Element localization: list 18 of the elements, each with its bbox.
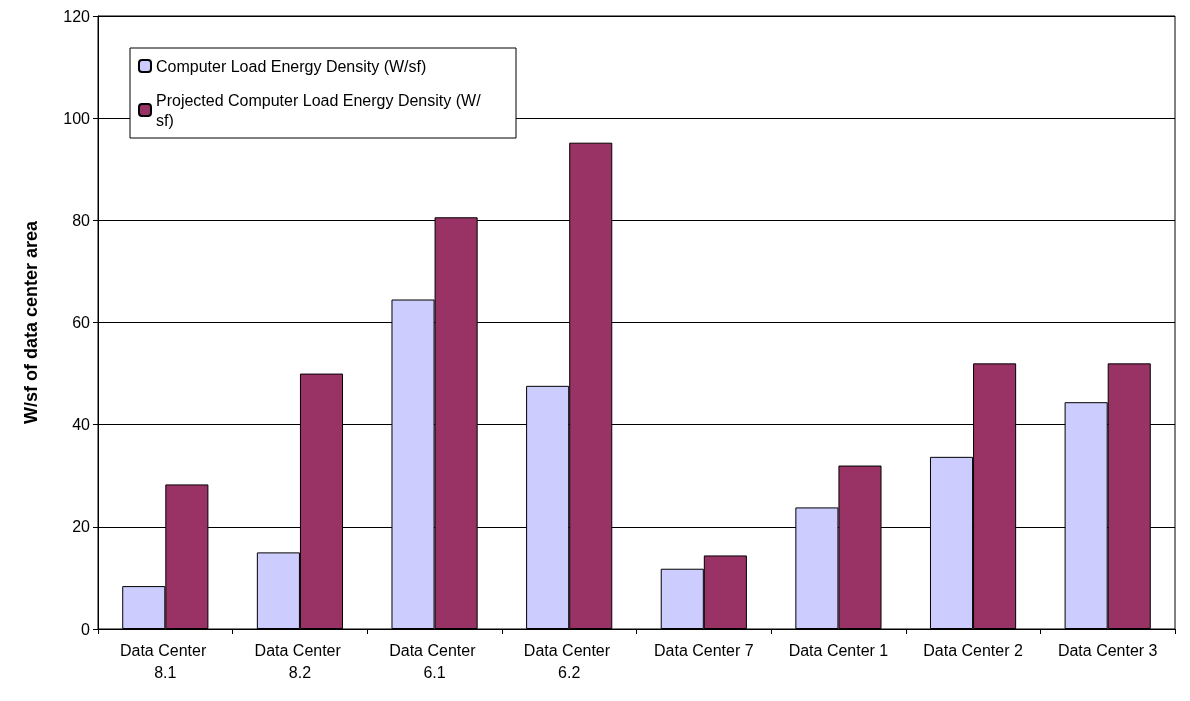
x-tick-label: Data Center 2 (923, 641, 1023, 659)
y-tick-label: 40 (72, 416, 91, 434)
x-tick-label: Data Center 8.2 (254, 641, 346, 681)
legend-label: Projected Computer Load Energy Density (W/sf) (156, 91, 482, 129)
x-tick-label: Data Center 3 (1057, 641, 1158, 659)
y-tick-label: 60 (72, 314, 91, 331)
x-tick-label: Data Center 7 (654, 641, 754, 659)
y-tick-label: 20 (72, 518, 91, 536)
y-tick-label: 0 (81, 620, 91, 638)
legend-label: Computer Load Energy Density (W/sf) (156, 57, 427, 75)
x-tick-label: Data Center 1 (788, 641, 889, 659)
x-tick-label: Data Center 8.1 (119, 641, 211, 681)
x-tick-label: Data Center 6.2 (523, 641, 615, 681)
y-tick-label: 120 (63, 7, 91, 25)
y-tick-label: 100 (63, 109, 91, 127)
x-tick-label: Data Center 6.1 (389, 641, 480, 681)
y-axis-title: W/sf of data center area (21, 219, 41, 425)
y-tick-label: 80 (72, 211, 91, 229)
